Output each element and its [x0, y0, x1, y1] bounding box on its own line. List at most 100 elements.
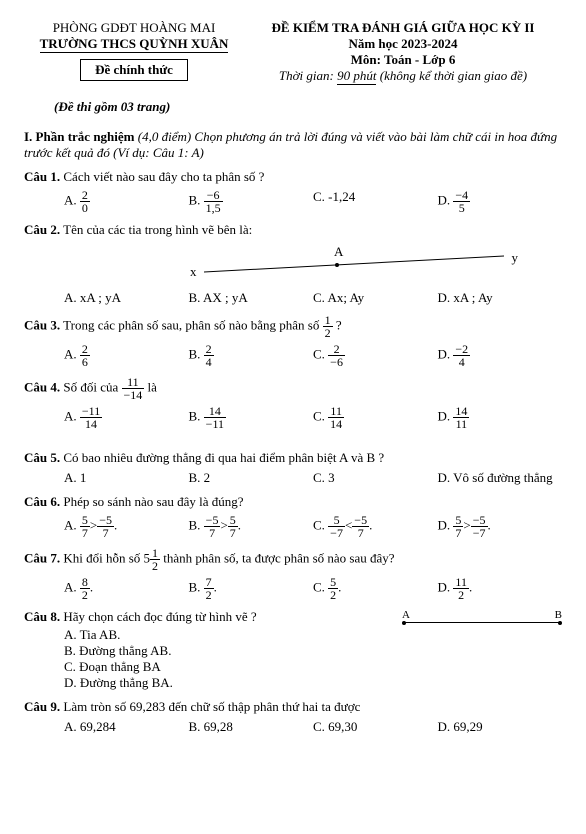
q3-optA: A. 26 — [64, 343, 189, 368]
q1-label: Câu 1. — [24, 169, 60, 184]
q9-optA: A. 69,284 — [64, 719, 189, 735]
q4-text-pre: Số đối của — [63, 379, 121, 394]
time-line: Thời gian: 90 phút (không kể thời gian g… — [244, 68, 562, 85]
question-7: Câu 7. Khi đổi hỗn số 512 thành phân số,… — [24, 547, 562, 601]
q4-optC: C. 1114 — [313, 405, 438, 430]
q7-text-pre: Khi đổi hỗn số 5 — [63, 550, 150, 565]
q1-A-den: 0 — [80, 201, 90, 214]
q1-optA: A. 20 — [64, 189, 189, 214]
q3-optB: B. 24 — [189, 343, 314, 368]
q3-half-den: 2 — [323, 326, 333, 339]
q8-options: A. Tia AB. B. Đường thẳng AB. C. Đoạn th… — [24, 627, 562, 691]
year: Năm học 2023-2024 — [244, 36, 562, 52]
q8-optD: D. Đường thẳng BA. — [64, 675, 562, 691]
q8-diagram: A B — [402, 609, 562, 627]
q4-optB: B. 14−11 — [189, 405, 314, 430]
q6-optD: D. 57>−5−7. — [438, 514, 563, 539]
q9-text: Làm tròn số 69,283 đến chữ số thập phân … — [63, 699, 360, 714]
q7-optA: A. 82. — [64, 576, 189, 601]
q5-options: A. 1 B. 2 C. 3 D. Vô số đường thẳng — [24, 470, 562, 486]
q6-optC: C. 5−7<−57. — [313, 514, 438, 539]
q8-text: Hãy chọn cách đọc đúng từ hình vẽ ? — [63, 609, 256, 624]
q1-options: A. 20 B. −61,5 C. -1,24 D. −45 — [24, 189, 562, 214]
q9-options: A. 69,284 B. 69,28 C. 69,30 D. 69,29 — [24, 719, 562, 735]
q2-optC: C. Ax; Ay — [313, 290, 438, 306]
exam-title: ĐỀ KIỂM TRA ĐÁNH GIÁ GIỮA HỌC KỲ II — [244, 20, 562, 36]
official-box: Đề chính thức — [80, 59, 188, 81]
subject: Môn: Toán - Lớp 6 — [244, 52, 562, 68]
question-3: Câu 3. Trong các phân số sau, phân số nà… — [24, 314, 562, 368]
q7-text-post: thành phân số, ta được phân số nào sau đ… — [163, 550, 394, 565]
q5-text: Có bao nhiêu đường thẳng đi qua hai điểm… — [63, 450, 384, 465]
q6-text: Phép so sánh nào sau đây là đúng? — [63, 494, 243, 509]
q8-diagram-A: A — [402, 609, 410, 621]
q3-text-pre: Trong các phân số sau, phân số nào bằng … — [63, 317, 322, 332]
q2-diagram: A x y — [204, 244, 504, 284]
q4-optA: A. −1114 — [64, 405, 189, 430]
q1-A-num: 2 — [80, 189, 90, 201]
q2-diagram-x: x — [190, 264, 197, 280]
q9-optB: B. 69,28 — [189, 719, 314, 735]
q1-D-num: −4 — [453, 189, 470, 201]
time-note: (không kể thời gian giao đề) — [380, 68, 527, 83]
question-2: Câu 2. Tên của các tia trong hình vẽ bên… — [24, 222, 562, 306]
q6-optA: A. 57>−57. — [64, 514, 189, 539]
q7-optD: D. 112. — [438, 576, 563, 601]
header-left: PHÒNG GDĐT HOÀNG MAI TRƯỜNG THCS QUỲNH X… — [24, 20, 244, 85]
q7-optB: B. 72. — [189, 576, 314, 601]
q4-label: Câu 4. — [24, 379, 60, 394]
q7-label: Câu 7. — [24, 550, 60, 565]
school: TRƯỜNG THCS QUỲNH XUÂN — [24, 36, 244, 53]
header-right: ĐỀ KIỂM TRA ĐÁNH GIÁ GIỮA HỌC KỲ II Năm … — [244, 20, 562, 85]
q4-optD: D. 1411 — [438, 405, 563, 430]
q6-label: Câu 6. — [24, 494, 60, 509]
q1-D-den: 5 — [453, 201, 470, 214]
q2-optB: B. AX ; yA — [189, 290, 314, 306]
q8-optC: C. Đoạn thẳng BA — [64, 659, 562, 675]
time-label: Thời gian: — [279, 68, 334, 83]
q2-label: Câu 2. — [24, 222, 60, 237]
q5-optD: D. Vô số đường thẳng — [438, 470, 563, 486]
q4-options: A. −1114 B. 14−11 C. 1114 D. 1411 — [24, 405, 562, 430]
time-value: 90 phút — [337, 68, 376, 85]
q2-text: Tên của các tia trong hình vẽ bên là: — [63, 222, 252, 237]
q3-half-num: 1 — [323, 314, 333, 326]
q2-diagram-y: y — [512, 250, 519, 266]
question-5: Câu 5. Có bao nhiêu đường thẳng đi qua h… — [24, 450, 562, 486]
q6-optB: B. −57>57. — [189, 514, 314, 539]
q9-label: Câu 9. — [24, 699, 60, 714]
q4-text-post: là — [148, 379, 157, 394]
pages-note: (Đề thi gồm 03 trang) — [54, 99, 562, 115]
school-text: TRƯỜNG THCS QUỲNH XUÂN — [40, 36, 229, 53]
q3-options: A. 26 B. 24 C. 2−6 D. −24 — [24, 343, 562, 368]
q8-optB: B. Đường thẳng AB. — [64, 643, 562, 659]
q1-B-num: −6 — [204, 189, 223, 201]
question-4: Câu 4. Số đối của 11−14 là A. −1114 B. 1… — [24, 376, 562, 430]
q8-diagram-B: B — [555, 609, 562, 621]
part1-header: I. Phần trắc nghiệm (4,0 điểm) Chọn phươ… — [24, 129, 562, 161]
question-1: Câu 1. Cách viết nào sau đây cho ta phân… — [24, 169, 562, 214]
q5-label: Câu 5. — [24, 450, 60, 465]
q5-optB: B. 2 — [189, 470, 314, 486]
q9-optD: D. 69,29 — [438, 719, 563, 735]
question-6: Câu 6. Phép so sánh nào sau đây là đúng?… — [24, 494, 562, 539]
q5-optC: C. 3 — [313, 470, 438, 486]
part1-title: I. Phần trắc nghiệm — [24, 129, 135, 144]
q1-text: Cách viết nào sau đây cho ta phân số ? — [63, 169, 264, 184]
dept: PHÒNG GDĐT HOÀNG MAI — [24, 20, 244, 36]
question-9: Câu 9. Làm tròn số 69,283 đến chữ số thậ… — [24, 699, 562, 735]
q8-label: Câu 8. — [24, 609, 60, 624]
q5-optA: A. 1 — [64, 470, 189, 486]
q6-options: A. 57>−57. B. −57>57. C. 5−7<−57. D. 57>… — [24, 514, 562, 539]
q8-optA: A. Tia AB. — [64, 627, 562, 643]
q2-options: A. xA ; yA B. AX ; yA C. Ax; Ay D. xA ; … — [24, 290, 562, 306]
q1-optB: B. −61,5 — [189, 189, 314, 214]
q7-optC: C. 52. — [313, 576, 438, 601]
question-8: Câu 8. Hãy chọn cách đọc đúng từ hình vẽ… — [24, 609, 562, 691]
q3-text-post: ? — [336, 317, 342, 332]
q9-optC: C. 69,30 — [313, 719, 438, 735]
q3-optD: D. −24 — [438, 343, 563, 368]
header: PHÒNG GDĐT HOÀNG MAI TRƯỜNG THCS QUỲNH X… — [24, 20, 562, 85]
q1-optC: C. -1,24 — [313, 189, 438, 214]
q3-optC: C. 2−6 — [313, 343, 438, 368]
